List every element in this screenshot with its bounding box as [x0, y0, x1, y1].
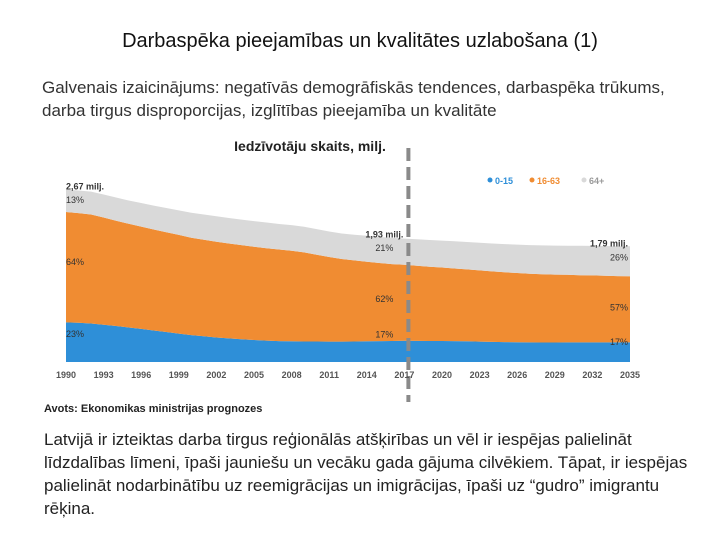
data-label: 64% [66, 257, 84, 267]
intro-text: Galvenais izaicinājums: negatīvās demogr… [42, 78, 665, 120]
x-tick-label: 2005 [244, 370, 264, 380]
x-tick-label: 2002 [206, 370, 226, 380]
x-tick-label: 1993 [94, 370, 114, 380]
data-label: 21% [375, 243, 393, 253]
x-tick-label: 1990 [56, 370, 76, 380]
area-series-0-15 [66, 322, 630, 362]
data-label: 17% [375, 329, 393, 339]
x-tick-label: 2017 [394, 370, 414, 380]
legend-swatch-0-15 [487, 177, 493, 183]
chart-title: Iedzīvotāju skaits, milj. [234, 138, 386, 154]
legend-label-0-15: 0-15 [495, 176, 513, 186]
legend-swatch-64+ [581, 177, 587, 183]
data-label: 13% [66, 195, 84, 205]
data-label: 26% [610, 253, 628, 263]
x-tick-label: 2026 [507, 370, 527, 380]
x-tick-label: 2035 [620, 370, 640, 380]
area-series-64+ [66, 189, 630, 277]
x-tick-label: 2029 [545, 370, 565, 380]
data-label: 1,93 milj. [365, 229, 403, 239]
data-label: 23% [66, 329, 84, 339]
data-label: 17% [610, 337, 628, 347]
legend-label-64+: 64+ [589, 176, 604, 186]
data-label: 2,67 milj. [66, 182, 104, 192]
data-label: 57% [610, 302, 628, 312]
x-tick-label: 2014 [357, 370, 377, 380]
x-tick-label: 1999 [169, 370, 189, 380]
body-text: Latvijā ir izteiktas darba tirgus reģion… [44, 430, 688, 518]
data-label: 1,79 milj. [590, 238, 628, 248]
legend-swatch-16-63 [529, 177, 535, 183]
legend-label-16-63: 16-63 [537, 176, 560, 186]
x-tick-label: 2032 [582, 370, 602, 380]
x-tick-label: 2008 [282, 370, 302, 380]
source-note: Avots: Ekonomikas ministrijas prognozes [44, 403, 263, 415]
x-tick-label: 2023 [470, 370, 490, 380]
x-tick-label: 1996 [131, 370, 151, 380]
slide-title: Darbaspēka pieejamības un kvalitātes uzl… [122, 30, 598, 52]
area-series-16-63 [66, 212, 630, 343]
x-tick-label: 2020 [432, 370, 452, 380]
x-tick-label: 2011 [319, 370, 339, 380]
data-label: 62% [375, 294, 393, 304]
